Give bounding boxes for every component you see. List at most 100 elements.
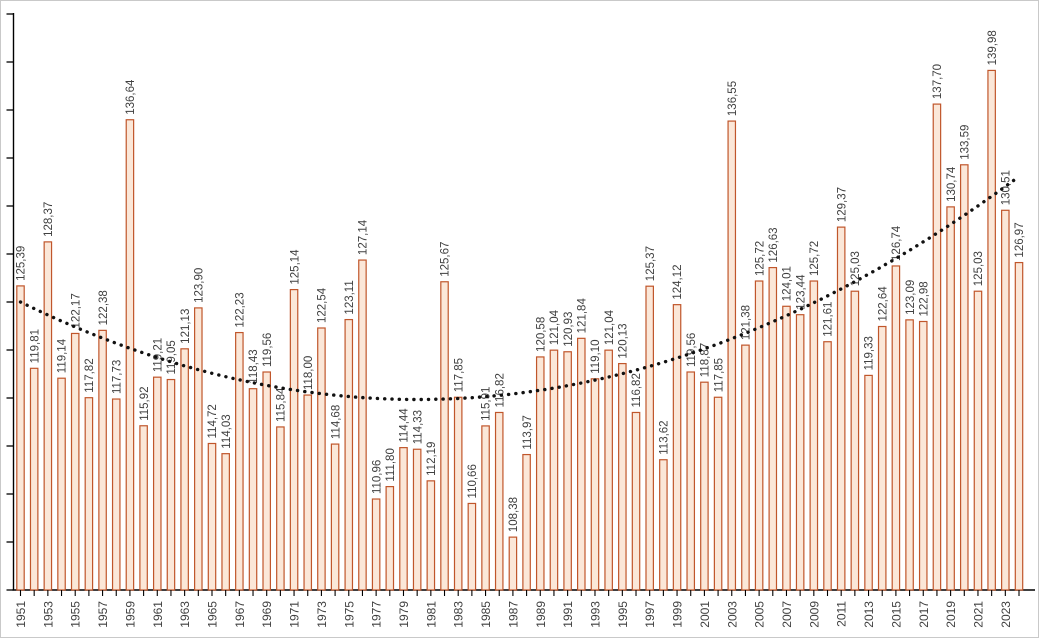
bar: [591, 379, 598, 590]
bar: [988, 70, 995, 590]
x-tick-label: 1991: [561, 601, 575, 628]
bar-value-label: 116,82: [494, 373, 506, 407]
x-tick-label: 2011: [835, 601, 849, 627]
bar: [660, 460, 667, 590]
bar-value-label: 118,43: [248, 349, 260, 383]
bar: [154, 377, 161, 590]
x-tick-label: 1965: [205, 601, 219, 628]
bar-value-label: 113,97: [522, 415, 534, 449]
bar-value-label: 108,38: [508, 497, 520, 532]
x-tick-label: 1983: [452, 601, 466, 628]
bar-value-label: 137,70: [932, 64, 944, 99]
bar: [1015, 263, 1022, 590]
x-tick-label: 2013: [862, 601, 876, 628]
bar: [140, 426, 147, 590]
bar: [167, 380, 174, 590]
bar: [851, 291, 858, 590]
bar: [386, 487, 393, 590]
bar: [810, 281, 817, 590]
bar-value-label: 124,01: [782, 266, 794, 301]
x-tick-label: 1995: [616, 601, 630, 628]
bar: [72, 333, 79, 590]
bar-value-label: 125,03: [973, 251, 985, 286]
bar: [454, 397, 461, 590]
bar-value-label: 110,66: [467, 464, 479, 498]
bar-value-label: 115,91: [481, 387, 493, 421]
bar: [331, 444, 338, 590]
bar-value-label: 125,37: [645, 246, 657, 281]
bar-value-label: 123,09: [905, 280, 917, 315]
bar: [290, 290, 297, 590]
bar: [578, 338, 585, 590]
bar-value-label: 113,62: [659, 420, 671, 454]
bar-value-label: 126,74: [891, 225, 903, 261]
bar-value-label: 126,63: [768, 227, 780, 262]
x-tick-label: 1951: [14, 601, 28, 628]
x-tick-label: 1977: [370, 601, 384, 628]
bar: [605, 350, 612, 590]
x-tick-label: 2021: [971, 601, 985, 628]
x-tick-label: 2019: [944, 601, 958, 628]
bar: [947, 207, 954, 590]
bar: [1002, 210, 1009, 590]
bar: [632, 412, 639, 590]
bar-value-label: 125,39: [16, 246, 28, 281]
bar-value-label: 139,98: [987, 30, 999, 65]
x-tick-label: 2015: [889, 601, 903, 628]
bar-value-label: 115,92: [139, 386, 151, 420]
bar: [400, 448, 407, 590]
bar: [263, 372, 270, 590]
bar: [961, 165, 968, 590]
bar: [496, 412, 503, 590]
bar: [824, 342, 831, 590]
bar: [413, 449, 420, 590]
bar-value-label: 127,14: [358, 219, 370, 255]
bar-value-label: 122,17: [70, 293, 82, 328]
x-tick-label: 1957: [96, 601, 110, 628]
bar: [837, 227, 844, 590]
bar-value-label: 112,19: [426, 442, 438, 476]
bar-chart: 125,39119,81128,37119,14122,17117,82122,…: [1, 1, 1038, 637]
bar: [482, 426, 489, 590]
bar: [195, 308, 202, 590]
bar-value-label: 119,21: [152, 338, 164, 372]
bar-value-label: 116,82: [631, 373, 643, 407]
x-tick-label: 1987: [506, 601, 520, 628]
bar-value-label: 119,81: [29, 329, 41, 363]
x-tick-label: 2001: [698, 601, 712, 628]
bar-value-label: 119,10: [590, 339, 602, 373]
x-tick-label: 2009: [807, 601, 821, 628]
bar: [687, 372, 694, 590]
bar-value-label: 111,80: [385, 448, 397, 481]
bar: [318, 328, 325, 590]
bar: [427, 481, 434, 590]
bar-value-label: 119,33: [864, 336, 876, 370]
bar: [113, 399, 120, 590]
bar-value-label: 125,72: [809, 241, 821, 276]
bar-value-label: 136,64: [125, 79, 137, 115]
bar-value-label: 119,56: [686, 333, 698, 367]
bar-value-label: 117,73: [111, 360, 123, 394]
bar: [126, 120, 133, 590]
bar-value-label: 120,58: [535, 317, 547, 352]
bar-value-label: 117,82: [84, 358, 96, 392]
bar-value-label: 136,55: [727, 81, 739, 116]
bar-value-label: 117,85: [713, 358, 725, 392]
x-tick-label: 1973: [315, 601, 329, 628]
x-tick-label: 2005: [753, 601, 767, 628]
bar-value-label: 130,74: [946, 166, 958, 202]
bar-value-label: 122,54: [317, 287, 329, 323]
x-tick-label: 1997: [643, 601, 657, 628]
bar: [933, 104, 940, 590]
bar: [920, 321, 927, 590]
bar-value-label: 128,37: [43, 202, 55, 237]
bar-value-label: 122,98: [918, 281, 930, 316]
x-tick-label: 1979: [397, 601, 411, 628]
x-tick-label: 1989: [534, 601, 548, 628]
bar: [509, 537, 516, 590]
x-tick-label: 2023: [999, 601, 1013, 628]
x-tick-label: 1969: [260, 601, 274, 628]
bar: [769, 268, 776, 590]
bar: [783, 306, 790, 590]
bar: [359, 260, 366, 590]
